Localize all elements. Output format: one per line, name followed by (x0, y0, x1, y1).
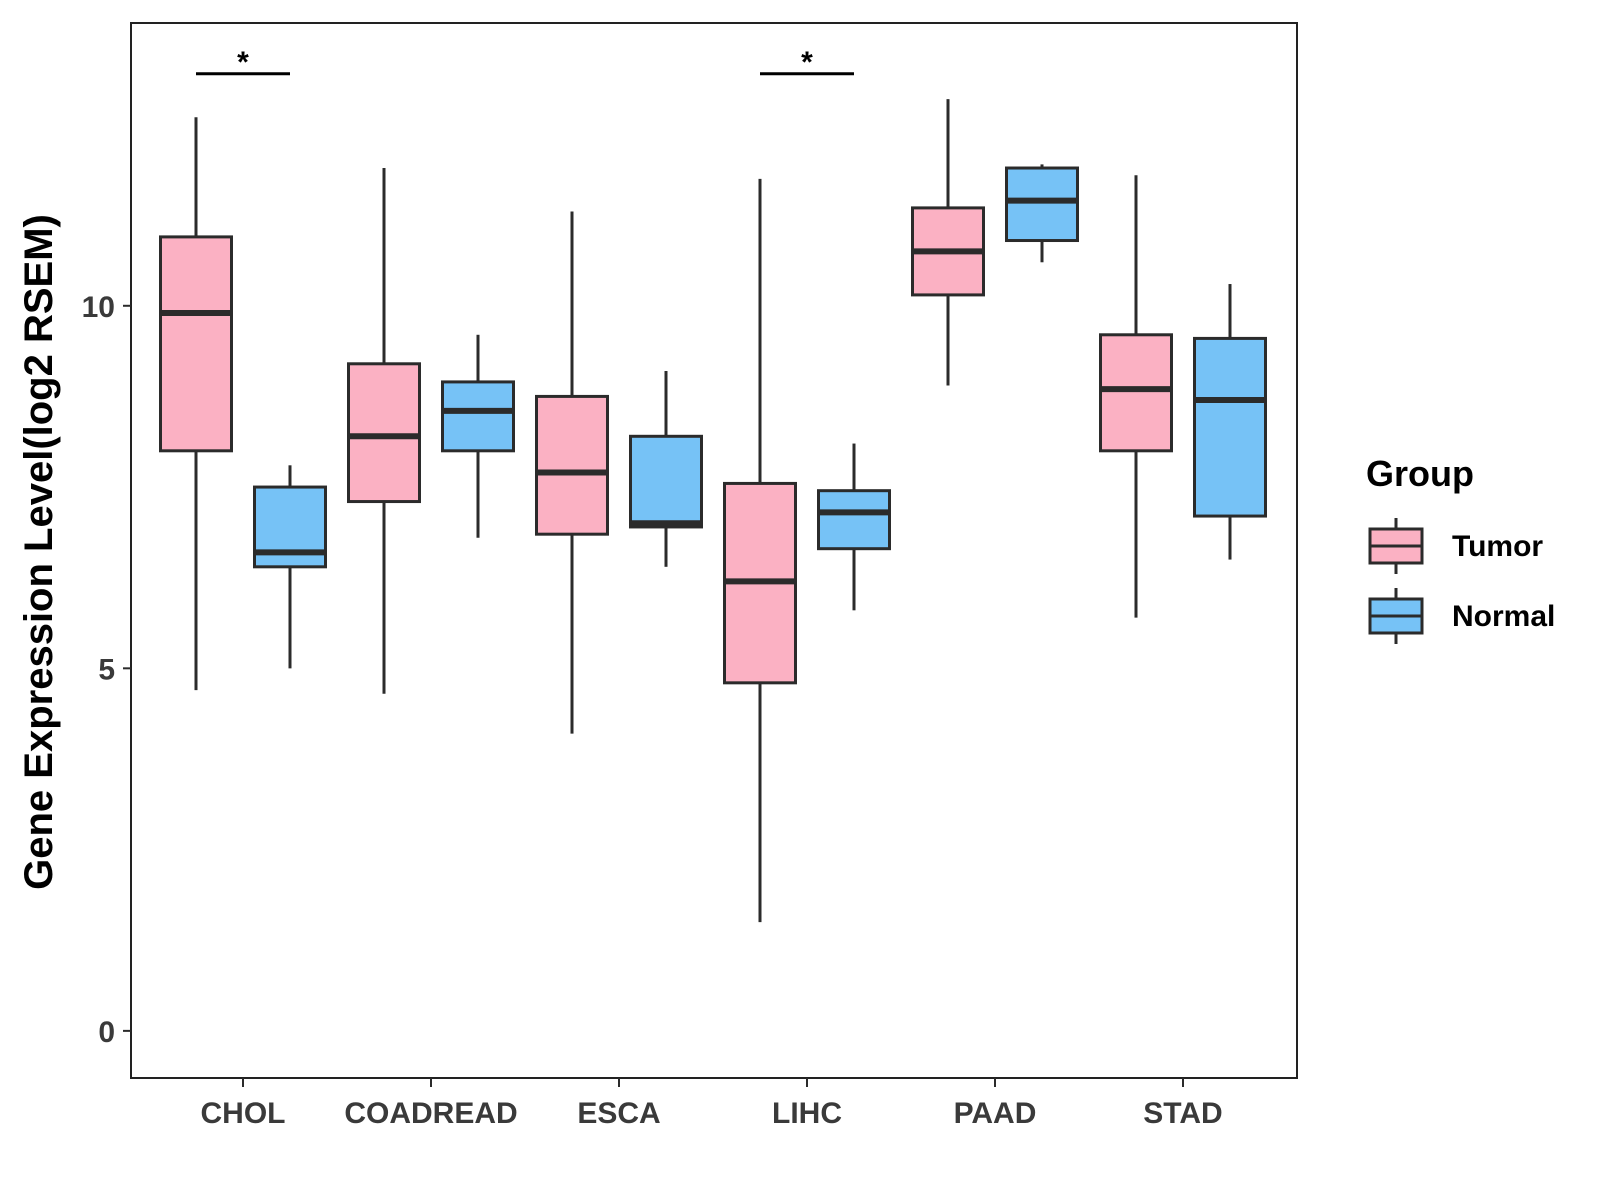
x-tick-label-stad: STAD (1143, 1097, 1222, 1130)
box-normal-stad (1193, 284, 1267, 560)
box-body (1099, 333, 1173, 453)
significance-lihc: * (760, 46, 854, 79)
box-tumor-chol (159, 117, 233, 691)
box-normal-esca (629, 371, 703, 567)
box-body (1005, 166, 1079, 243)
y-tick-label-0: 0 (98, 1016, 115, 1049)
box-tumor-coadread (347, 168, 421, 694)
box-body (441, 380, 515, 453)
box-tumor-lihc (723, 178, 797, 923)
legend: Group Tumor Normal (1366, 453, 1555, 644)
legend-label-tumor: Tumor (1452, 530, 1543, 563)
box-body (347, 362, 421, 504)
x-tick-label-esca: ESCA (577, 1097, 660, 1130)
x-tick-label-coadread: COADREAD (344, 1097, 517, 1130)
box-normal-coadread (441, 334, 515, 538)
significance-label: * (801, 46, 813, 79)
box-normal-paad (1005, 164, 1079, 263)
y-axis-title: Gene Expression Level(log2 RSEM) (17, 214, 61, 890)
box-tumor-esca (535, 211, 609, 734)
x-tick-label-paad: PAAD (954, 1097, 1037, 1130)
box-series (159, 99, 1267, 923)
box-body (1193, 336, 1267, 518)
x-axis: CHOL COADREAD ESCA LIHC PAAD STAD (201, 1078, 1223, 1130)
box-body (159, 235, 233, 453)
box-tumor-paad (911, 99, 985, 386)
box-normal-lihc (817, 443, 891, 611)
x-tick-label-chol: CHOL (201, 1097, 286, 1130)
legend-title: Group (1366, 453, 1474, 494)
box-body (535, 394, 609, 536)
significance-annotations: * * (196, 46, 854, 79)
legend-item-tumor: Tumor (1368, 518, 1543, 574)
y-tick-label-10: 10 (82, 291, 115, 324)
legend-item-normal: Normal (1368, 588, 1555, 644)
box-body (629, 434, 703, 529)
significance-chol: * (196, 46, 290, 79)
y-axis: 0 5 10 (82, 291, 131, 1049)
legend-label-normal: Normal (1452, 600, 1555, 633)
x-tick-label-lihc: LIHC (772, 1097, 842, 1130)
box-tumor-stad (1099, 175, 1173, 618)
box-normal-chol (253, 465, 327, 669)
significance-label: * (237, 46, 249, 79)
box-body (817, 489, 891, 551)
y-tick-label-5: 5 (98, 653, 115, 686)
